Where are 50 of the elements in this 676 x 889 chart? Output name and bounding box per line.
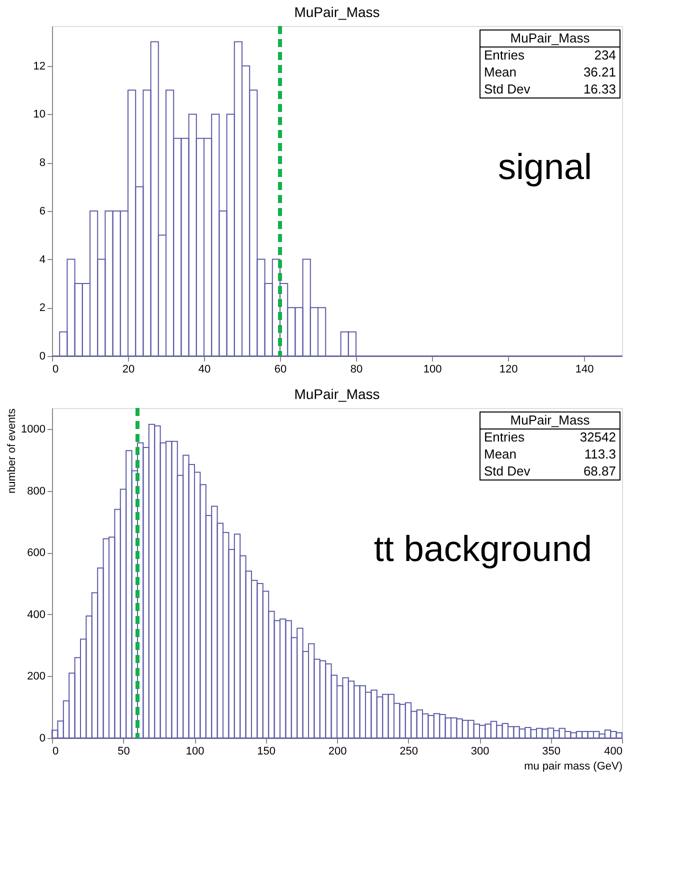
annotation: MuPair_Mass [510, 412, 590, 428]
y-tick-label: 4 [39, 254, 46, 266]
x-tick-label: 0 [52, 364, 59, 376]
x-tick-label: 120 [499, 364, 518, 376]
y-tick-label: 2 [39, 302, 46, 314]
annotation: Entries [484, 48, 525, 62]
y-tick-label: 200 [27, 670, 46, 683]
annotation: Std Dev [484, 82, 531, 96]
x-tick-label: 350 [542, 746, 560, 758]
annotation: 113.3 [584, 446, 616, 462]
x-tick-label: 20 [122, 364, 135, 376]
x-tick-label: 100 [423, 364, 442, 376]
x-tick-label: 400 [604, 746, 622, 758]
annotation: 234 [594, 48, 616, 62]
annotation: 32542 [580, 430, 616, 444]
x-axis-title: mu pair mass (GeV) [524, 760, 622, 772]
annotation: MuPair_Mass [510, 30, 590, 46]
x-tick-label: 100 [186, 746, 204, 758]
chart-title: MuPair_Mass [294, 386, 380, 402]
y-tick-label: 800 [27, 485, 46, 498]
y-tick-label: 0 [39, 350, 46, 362]
x-tick-label: 140 [575, 364, 594, 376]
x-tick-label: 80 [350, 364, 363, 376]
annotation: signal [498, 146, 592, 187]
y-tick-label: 10 [33, 108, 46, 121]
y-tick-label: 6 [39, 205, 46, 218]
y-tick-label: 600 [27, 547, 46, 560]
x-tick-label: 50 [118, 746, 130, 758]
y-axis-title: number of events [6, 408, 18, 494]
annotation: Entries [484, 430, 525, 444]
annotation: 16.33 [583, 82, 616, 96]
annotation: 68.87 [583, 464, 616, 478]
y-tick-label: 1000 [21, 424, 46, 436]
y-tick-label: 12 [33, 60, 46, 72]
x-tick-label: 0 [52, 746, 59, 758]
annotation: tt background [374, 528, 592, 569]
x-tick-label: 250 [400, 746, 418, 758]
annotation: Std Dev [484, 464, 531, 478]
y-tick-label: 400 [27, 608, 46, 621]
x-tick-label: 40 [198, 364, 211, 376]
x-tick-label: 60 [274, 364, 287, 376]
chart-title: MuPair_Mass [294, 4, 380, 20]
y-tick-label: 0 [39, 732, 46, 744]
annotation: 36.21 [583, 64, 616, 80]
x-tick-label: 300 [470, 746, 490, 758]
annotation: Mean [484, 64, 517, 80]
annotation: Mean [484, 446, 517, 462]
y-tick-label: 8 [39, 157, 46, 170]
x-tick-label: 200 [328, 746, 347, 758]
x-tick-label: 150 [257, 746, 276, 758]
